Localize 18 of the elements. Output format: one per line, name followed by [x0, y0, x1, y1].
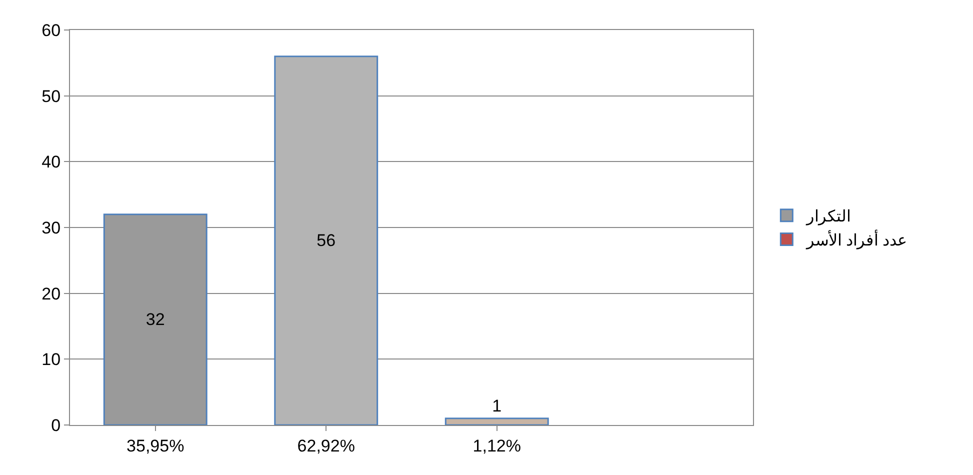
y-tick-label: 20 — [42, 284, 61, 304]
data-label: 1 — [492, 396, 502, 416]
y-tick-label: 0 — [51, 416, 61, 435]
legend-label: التكرار — [806, 208, 851, 226]
y-tick-label: 50 — [42, 86, 61, 106]
bar — [444, 418, 549, 425]
x-tick-label: 1,12% — [472, 436, 521, 456]
data-label: 56 — [316, 231, 336, 250]
y-tick-label: 10 — [42, 350, 61, 370]
y-tick-label: 30 — [42, 218, 61, 238]
x-tick-label: 35,95% — [126, 436, 184, 456]
y-tick-label: 60 — [42, 20, 61, 40]
legend-label: عدد أفراد الأسر — [806, 229, 908, 250]
bar — [103, 214, 208, 425]
data-label: 32 — [146, 310, 165, 330]
y-tick-label: 40 — [42, 152, 61, 172]
bar — [274, 56, 378, 425]
x-tick-label: 62,92% — [297, 436, 355, 456]
